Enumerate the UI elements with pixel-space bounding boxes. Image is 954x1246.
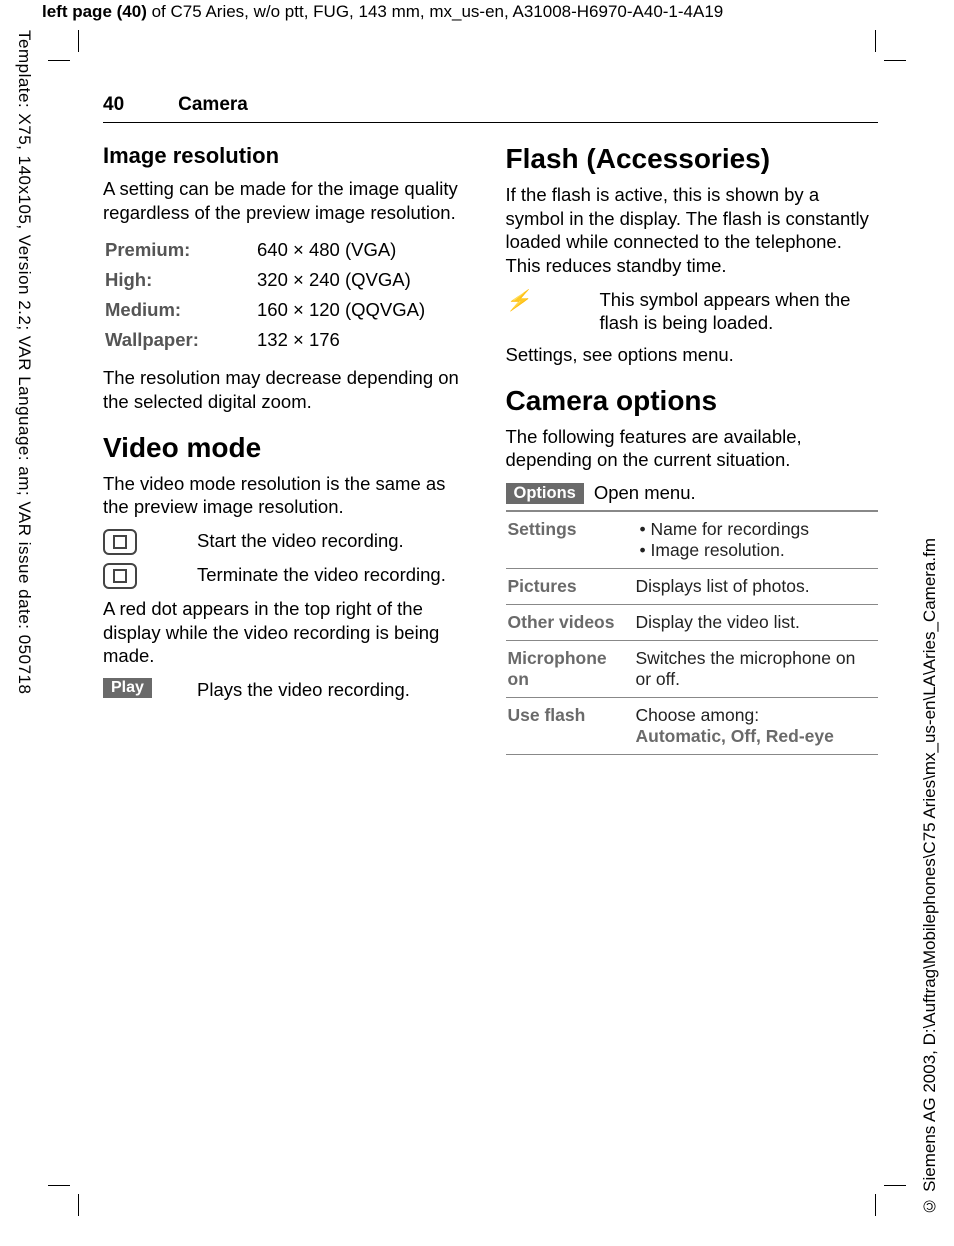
crop-mark: [875, 1194, 876, 1216]
page-number: 40: [103, 94, 124, 116]
table-row: Microphone on Switches the microphone on…: [506, 641, 879, 698]
para-image-res: A setting can be made for the image qual…: [103, 177, 476, 224]
copyright-path: © Siemens AG 2003, D:\Auftrag\Mobilephon…: [920, 538, 940, 1216]
record-stop-icon: [103, 563, 137, 589]
row-options: Options Open menu.: [506, 482, 879, 504]
crop-mark: [875, 30, 876, 52]
play-badge: Play: [103, 678, 152, 698]
use-flash-text: Choose among:: [636, 705, 873, 726]
para-flash: If the flash is active, this is shown by…: [506, 183, 879, 278]
crop-mark: [884, 60, 906, 61]
table-row: Pictures Displays list of photos.: [506, 569, 879, 605]
table-row: Use flash Choose among: Automatic, Off, …: [506, 698, 879, 755]
para-video-mode: The video mode resolution is the same as…: [103, 472, 476, 519]
table-row: Other videos Display the video list.: [506, 605, 879, 641]
camera-options-table: Settings Name for recordings Image resol…: [506, 510, 879, 755]
para-camera-options: The following features are available, de…: [506, 425, 879, 472]
table-row: Medium:160 × 120 (QQVGA): [105, 296, 474, 324]
template-info: Template: X75, 140x105, Version 2.2; VAR…: [14, 30, 34, 694]
row-flash-symbol: ⚡ This symbol appears when the flash is …: [506, 288, 879, 335]
list-item: Name for recordings: [640, 519, 873, 540]
crop-mark: [48, 60, 70, 61]
top-bold: left page (40): [42, 2, 147, 21]
heading-camera-options: Camera options: [506, 385, 879, 417]
heading-flash: Flash (Accessories): [506, 143, 879, 175]
para-flash-settings: Settings, see options menu.: [506, 343, 879, 367]
table-row: Premium:640 × 480 (VGA): [105, 236, 474, 264]
page-header: 40 Camera: [103, 94, 878, 123]
right-column: Flash (Accessories) If the flash is acti…: [506, 143, 879, 755]
crop-mark: [78, 1194, 79, 1216]
text-play: Plays the video recording.: [197, 678, 410, 702]
left-column: Image resolution A setting can be made f…: [103, 143, 476, 755]
crop-mark: [884, 1185, 906, 1186]
row-stop-recording: Terminate the video recording.: [103, 563, 476, 589]
list-item: Image resolution.: [640, 540, 873, 561]
doc-meta-top: left page (40) of C75 Aries, w/o ptt, FU…: [42, 2, 723, 22]
crop-mark: [78, 30, 79, 52]
para-red-dot: A red dot appears in the top right of th…: [103, 597, 476, 668]
crop-mark: [48, 1185, 70, 1186]
use-flash-options: Automatic, Off, Red-eye: [636, 726, 873, 747]
table-row: High:320 × 240 (QVGA): [105, 266, 474, 294]
text-open-menu: Open menu.: [594, 482, 696, 504]
text-start-recording: Start the video recording.: [197, 529, 404, 553]
page-content: 40 Camera Image resolution A setting can…: [103, 94, 878, 755]
options-badge: Options: [506, 483, 584, 504]
text-flash-symbol: This symbol appears when the flash is be…: [600, 288, 879, 335]
resolution-table: Premium:640 × 480 (VGA) High:320 × 240 (…: [103, 234, 476, 356]
row-start-recording: Start the video recording.: [103, 529, 476, 555]
page-title: Camera: [178, 94, 248, 116]
flash-loading-icon: ⚡: [506, 288, 531, 313]
table-row: Wallpaper:132 × 176: [105, 326, 474, 354]
text-stop-recording: Terminate the video recording.: [197, 563, 446, 587]
table-row: Settings Name for recordings Image resol…: [506, 511, 879, 569]
heading-video-mode: Video mode: [103, 432, 476, 464]
row-play: Play Plays the video recording.: [103, 678, 476, 702]
heading-image-resolution: Image resolution: [103, 143, 476, 169]
record-start-icon: [103, 529, 137, 555]
settings-bullets: Name for recordings Image resolution.: [636, 519, 873, 561]
top-rest: of C75 Aries, w/o ptt, FUG, 143 mm, mx_u…: [147, 2, 723, 21]
para-zoom-note: The resolution may decrease depending on…: [103, 366, 476, 413]
